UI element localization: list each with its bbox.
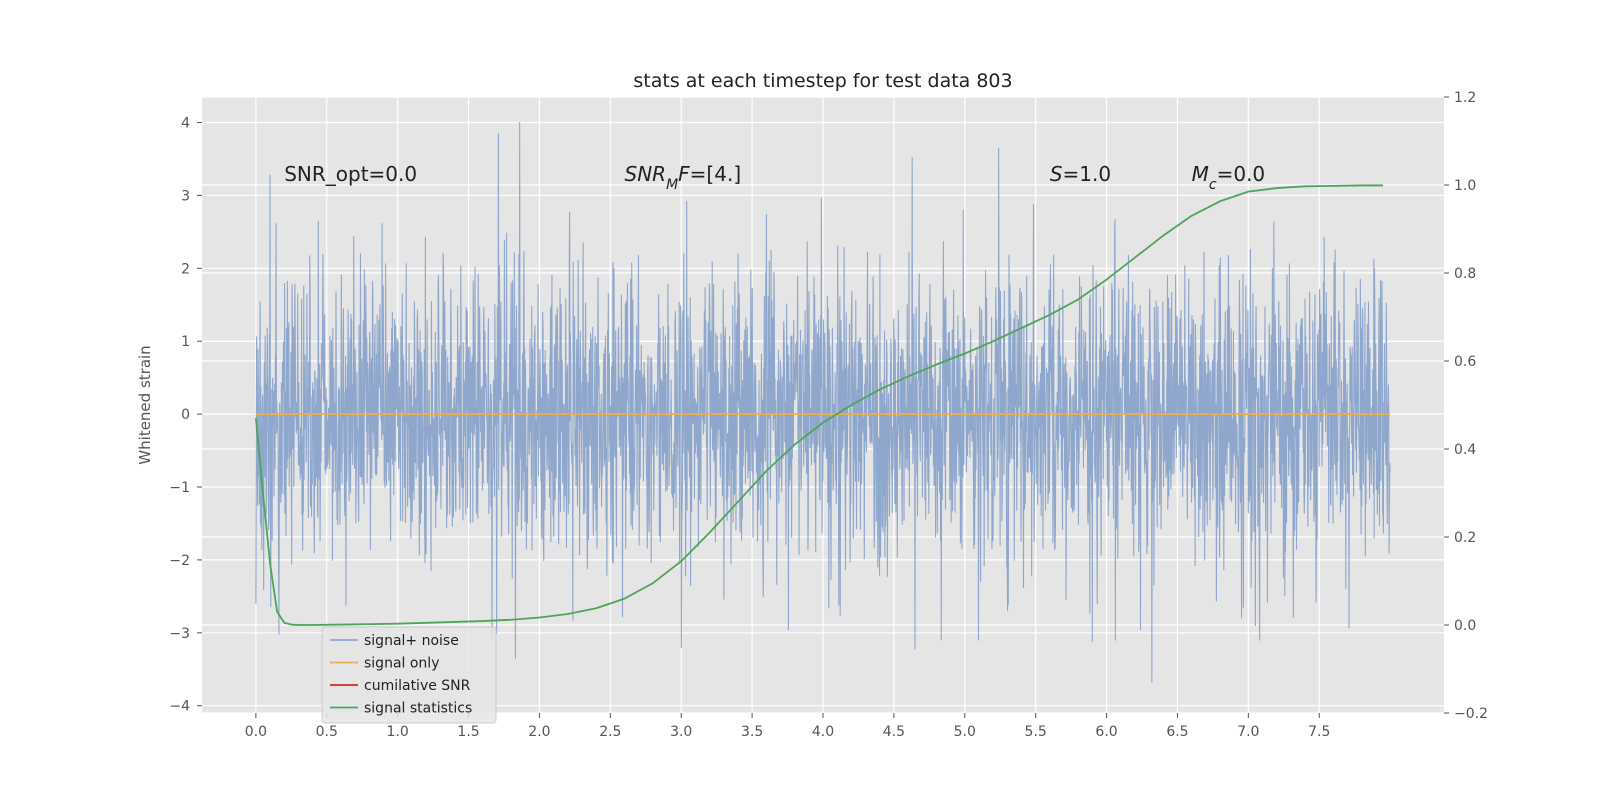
x-tick-label: 0.5 [316,724,338,740]
y2-tick-label: 0.8 [1454,266,1476,282]
series-line [255,121,1391,683]
y2-tick-label: 0.4 [1454,442,1476,458]
axes: 0.0 0.5 1.0 1.5 2.0 2.5 3.0 3.5 4.0 4.5 5.0 5.5 6.0 6… [169,90,1488,740]
series-line [254,184,1384,626]
y-tick-label: 4 [181,116,190,132]
x-tick-label: 4.5 [883,724,905,740]
x-tick-label: 5.0 [954,724,976,740]
x-tick-label: 1.0 [387,724,409,740]
y-tick-label: −1 [169,480,190,496]
series-signal-noise [255,121,1391,683]
legend-label: signal+ noise [364,633,459,649]
x-tick-label: 2.0 [528,724,550,740]
chart-title: stats at each timestep for test data 803 [633,70,1012,92]
x-tick-label: 2.5 [599,724,621,740]
y2-tick-label: 0.0 [1454,618,1476,634]
legend-label: cumilative SNR [364,678,471,694]
annotation-part: SNR [625,162,667,186]
x-tick-label: 3.5 [741,724,763,740]
x-tick-label: 5.5 [1025,724,1047,740]
legend-box [321,626,497,724]
x-tick-label: 7.0 [1237,724,1259,740]
y-tick-label: 0 [181,407,190,423]
legend: signal+ noise signal only cumilative SNR si… [321,626,497,724]
annotation: SNRMF=[4.] [625,162,742,193]
y2-tick-label: 0.6 [1454,354,1476,370]
y2-tick-label: −0.2 [1454,706,1488,722]
annotation-part: M [1192,162,1209,186]
x-tick-label: 0.0 [245,724,267,740]
annotation-part: =1.0 [1063,162,1112,186]
legend-label: signal statistics [364,701,472,717]
y2-tick-label: 1.2 [1454,90,1476,106]
annotation-part: M [666,177,678,193]
x-tick-label: 4.0 [812,724,834,740]
annotation-part: SNR_opt=0.0 [284,162,417,186]
x-tick-label: 6.5 [1166,724,1188,740]
annotation: Mc=0.0 [1192,162,1266,193]
annotation-part: =0.0 [1217,162,1266,186]
y-tick-label: −4 [169,699,190,715]
y-tick-label: 1 [181,334,190,350]
annotation-part: c [1209,177,1217,193]
x-tick-label: 3.0 [670,724,692,740]
annotation-part: =[4.] [690,162,741,186]
x-tick-label: 6.0 [1095,724,1117,740]
legend-label: signal only [364,656,439,672]
series-layer [254,121,1391,683]
y-axis-label: Whitened strain [136,345,154,464]
annotation-part: S [1050,162,1063,186]
y-tick-label: 3 [181,188,190,204]
annotation: SNR_opt=0.0 [284,162,417,186]
y-tick-label: 2 [181,261,190,277]
y2-tick-label: 1.0 [1454,178,1476,194]
series-signal-statistics [254,184,1384,626]
annotation: S=1.0 [1050,162,1111,186]
x-tick-label: 7.5 [1308,724,1330,740]
y-tick-label: −2 [169,553,190,569]
y2-tick-label: 0.2 [1454,530,1476,546]
x-tick-label: 1.5 [457,724,479,740]
annotation-part: F [678,162,690,186]
annotations: SNR_opt=0.0 SNRMF=[4.] S=1.0 Mc=0.0 [284,162,1265,193]
y-tick-label: −3 [169,626,190,642]
